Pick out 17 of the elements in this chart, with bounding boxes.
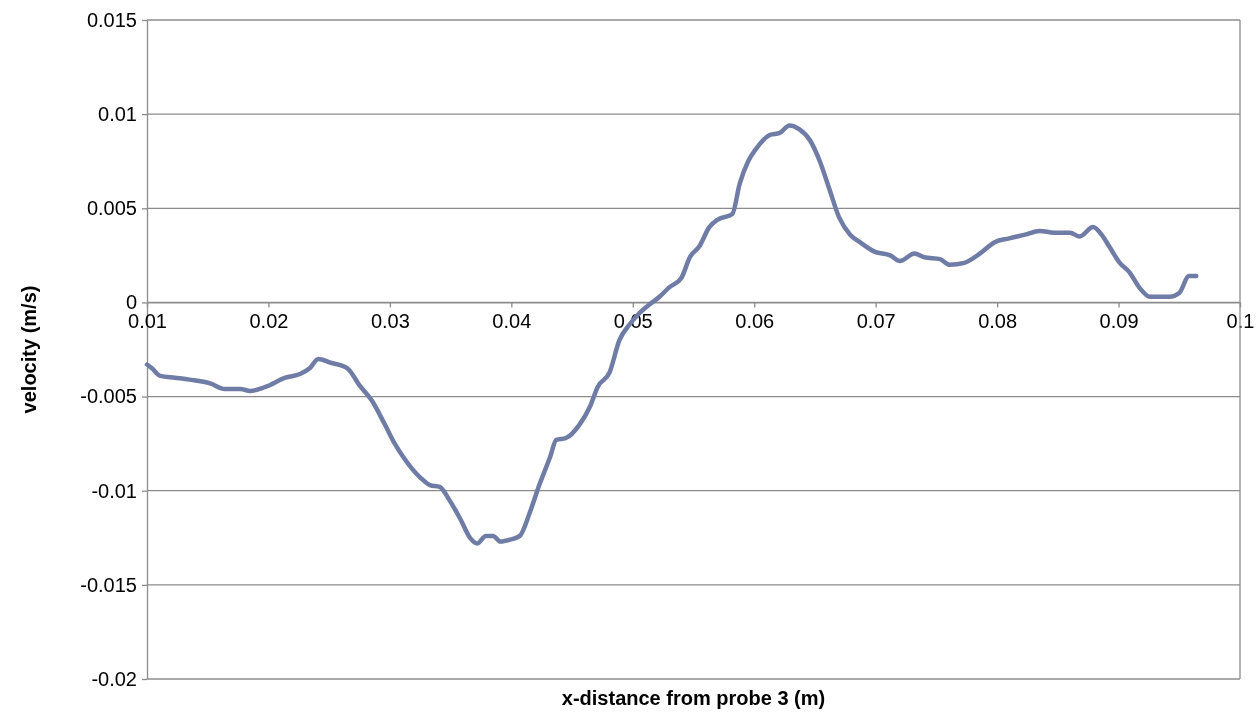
y-tick-label: -0.005 <box>80 385 137 408</box>
x-tick-label: 0.07 <box>856 310 896 333</box>
y-tick-label: -0.02 <box>91 667 137 690</box>
y-tick-label: 0.005 <box>86 197 137 220</box>
x-tick-label: 0.02 <box>249 310 289 333</box>
x-axis-title: x-distance from probe 3 (m) <box>561 687 826 709</box>
x-tick-label: 0.1 <box>1226 310 1255 333</box>
y-tick-label: 0.015 <box>86 8 137 31</box>
y-tick-label: -0.01 <box>91 479 137 502</box>
x-tick-label: 0.03 <box>370 310 410 333</box>
x-tick-label: 0.06 <box>735 310 775 333</box>
x-tick-label: 0.08 <box>978 310 1018 333</box>
x-tick-label: 0.04 <box>492 310 532 333</box>
y-axis-title: velocity (m/s) <box>18 285 40 414</box>
x-tick-label: 0.09 <box>1099 310 1139 333</box>
y-tick-label: -0.015 <box>80 573 137 596</box>
y-tick-label: 0.01 <box>98 103 137 126</box>
